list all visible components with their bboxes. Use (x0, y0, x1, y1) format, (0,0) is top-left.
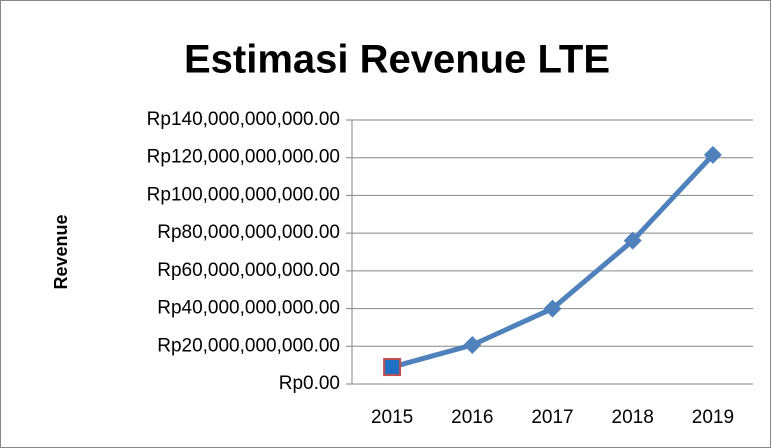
y-tick-label: Rp80,000,000,000.00 (157, 222, 340, 243)
y-tick-label: Rp60,000,000,000.00 (157, 260, 340, 281)
marker (703, 145, 722, 164)
x-tick-label: 2015 (371, 407, 413, 428)
y-tick-label: Rp0.00 (279, 373, 340, 394)
marker (623, 231, 642, 250)
chart-title: Estimasi Revenue LTE (184, 38, 610, 82)
x-tick-label: 2018 (612, 407, 654, 428)
y-tick-label: Rp40,000,000,000.00 (157, 298, 340, 319)
y-axis-label: Revenue (51, 214, 71, 289)
marker (383, 358, 402, 377)
x-tick-label: 2016 (451, 407, 493, 428)
y-tick-label: Rp120,000,000,000.00 (147, 147, 340, 168)
y-tick-label: Rp140,000,000,000.00 (147, 109, 340, 130)
x-tick-label: 2019 (692, 407, 734, 428)
y-tick-label: Rp20,000,000,000.00 (157, 335, 340, 356)
marker (463, 335, 482, 354)
y-tick-label: Rp100,000,000,000.00 (147, 184, 340, 205)
x-tick-label: 2017 (531, 407, 573, 428)
marker (543, 299, 562, 318)
